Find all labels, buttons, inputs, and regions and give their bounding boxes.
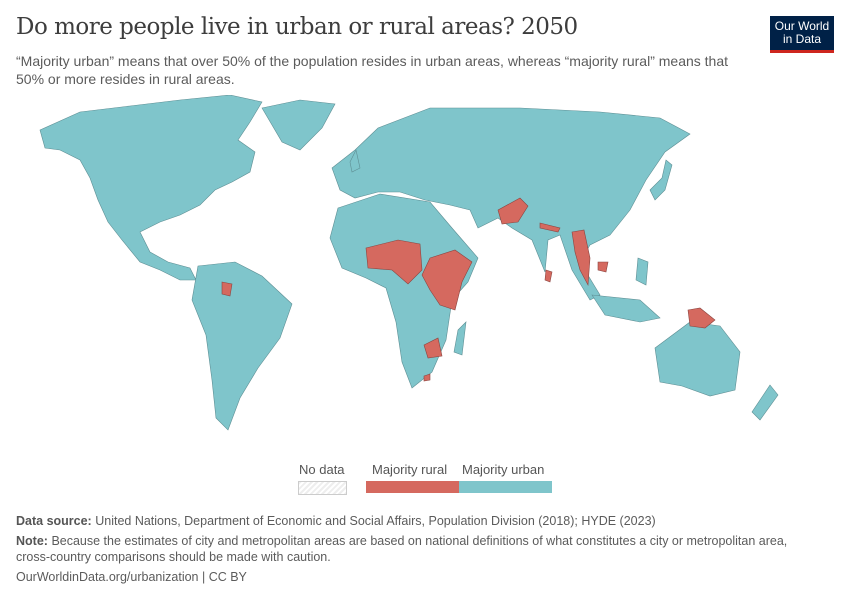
new-zealand[interactable] <box>751 384 779 421</box>
rural-cambodia[interactable] <box>597 261 609 273</box>
legend-rural-swatch[interactable] <box>366 481 459 493</box>
greenland[interactable] <box>261 99 336 151</box>
footer-url[interactable]: OurWorldinData.org/urbanization | CC BY <box>16 570 247 584</box>
legend-urban-swatch[interactable] <box>459 481 552 493</box>
legend-urban-label: Majority urban <box>462 462 545 477</box>
japan[interactable] <box>649 159 673 201</box>
note: Note: Because the estimates of city and … <box>16 533 816 565</box>
australia[interactable] <box>654 321 741 397</box>
legend-rural-label: Majority rural <box>372 462 448 477</box>
indonesia[interactable] <box>591 294 661 323</box>
legend-no-data-label: No data <box>299 462 345 477</box>
legend-no-data-swatch[interactable] <box>298 481 347 495</box>
source-label: Data source: <box>16 514 92 528</box>
rural-eswatini[interactable] <box>423 373 431 382</box>
rural-myanmar[interactable] <box>571 229 591 287</box>
rural-afghanistan[interactable] <box>497 197 529 225</box>
philippines[interactable] <box>635 257 649 286</box>
chart-subtitle: “Majority urban” means that over 50% of … <box>16 53 729 87</box>
rural-guyana[interactable] <box>221 281 233 297</box>
data-source: Data source: United Nations, Department … <box>16 513 816 529</box>
note-text: Because the estimates of city and metrop… <box>16 534 788 564</box>
rural-sri-lanka[interactable] <box>544 269 553 283</box>
uk[interactable] <box>349 149 361 173</box>
rural-nepal[interactable] <box>539 222 561 233</box>
north-america[interactable] <box>39 95 263 281</box>
note-label: Note: <box>16 534 48 548</box>
world-map <box>39 95 779 431</box>
madagascar[interactable] <box>453 321 467 356</box>
rural-malawi-zimbabwe[interactable] <box>423 337 443 359</box>
rural-png[interactable] <box>687 307 716 329</box>
africa[interactable] <box>329 193 479 389</box>
rural-chad-niger[interactable] <box>365 239 423 285</box>
logo-line1: Our World <box>774 19 830 33</box>
south-america[interactable] <box>191 261 293 431</box>
owid-logo[interactable]: Our World in Data <box>770 16 834 53</box>
source-text: United Nations, Department of Economic a… <box>95 514 656 528</box>
rural-east-africa[interactable] <box>421 249 473 311</box>
logo-line2: in Data <box>782 32 822 46</box>
chart-title: Do more people live in urban or rural ar… <box>16 14 578 40</box>
